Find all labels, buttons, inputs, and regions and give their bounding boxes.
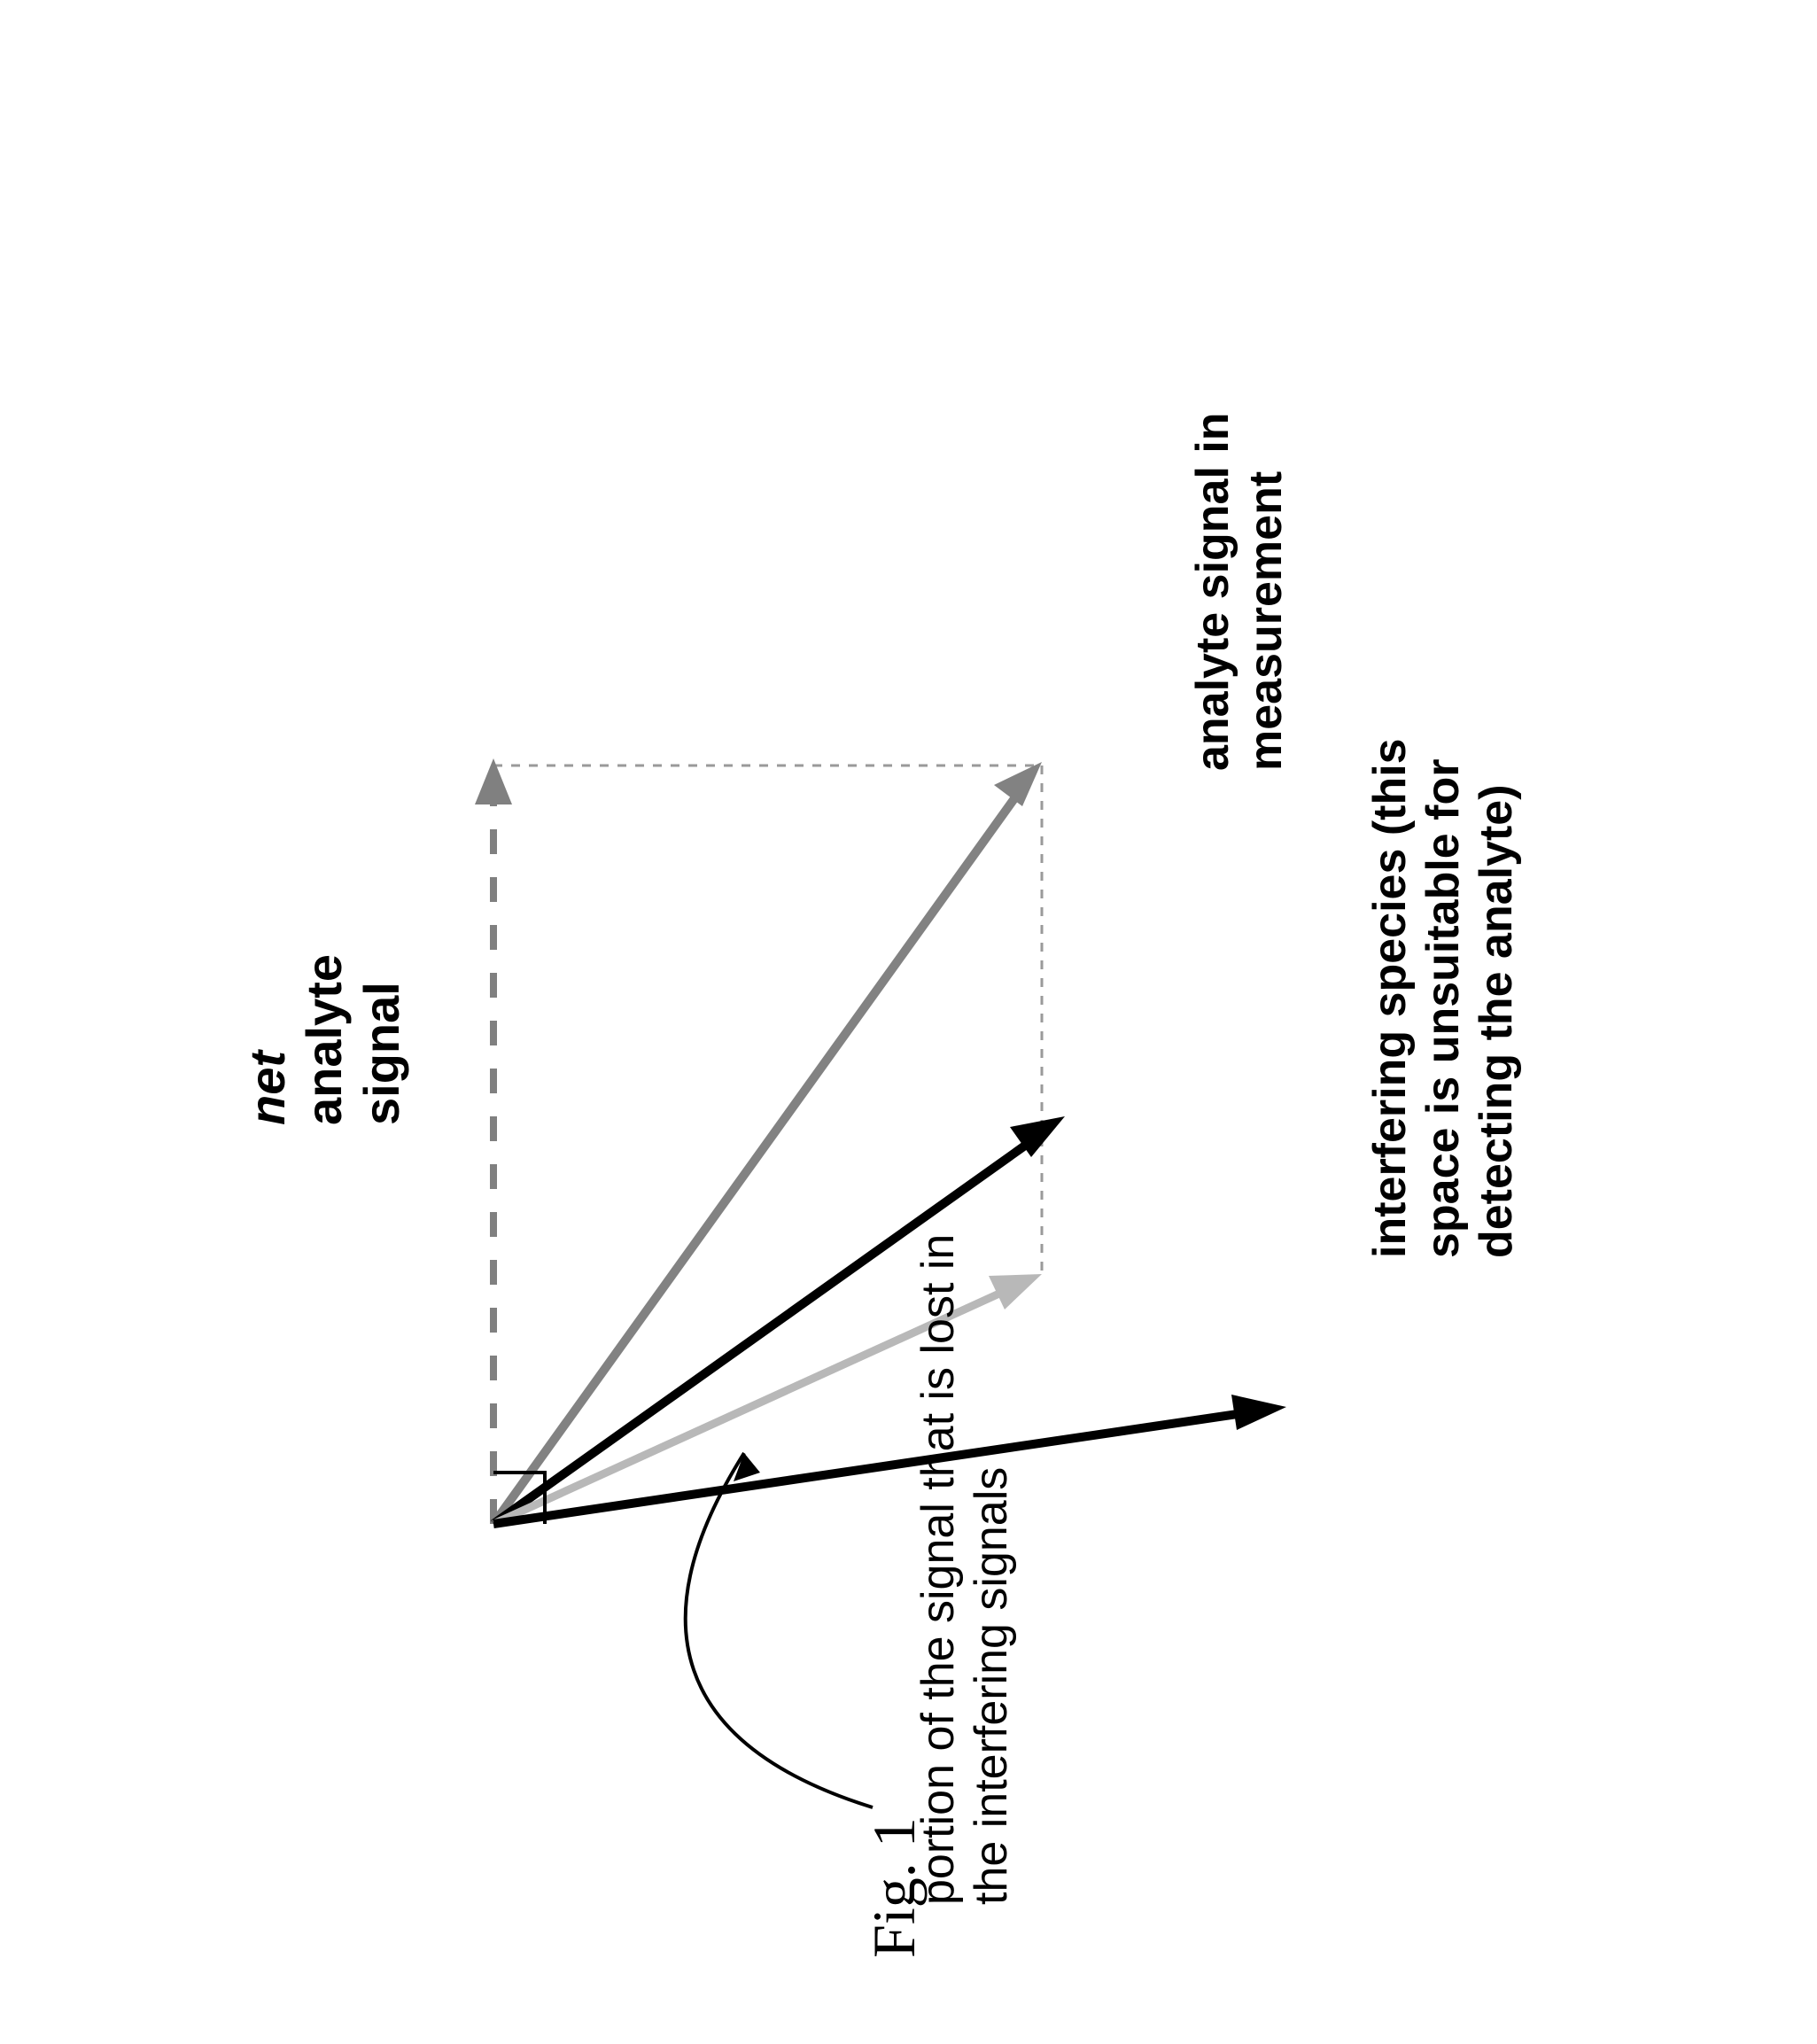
interfering-vector-2 (493, 1395, 1286, 1524)
figure-caption: Fig. 1 (859, 1817, 928, 1958)
net-word: net (239, 1051, 295, 1125)
signal-word: signal (353, 982, 409, 1125)
net-analyte-label: net analyte signal (239, 664, 410, 1125)
interfering-label: interfering species (this space is unsui… (1364, 691, 1523, 1258)
callout-curve (686, 1453, 873, 1807)
net-analyte-vector (475, 758, 512, 1524)
analyte-word: analyte (296, 954, 352, 1125)
portion-lost-label: portion of the signal that is lost in th… (912, 1178, 1019, 1905)
analyte-signal-label: analyte signal in measurement (1187, 346, 1293, 771)
